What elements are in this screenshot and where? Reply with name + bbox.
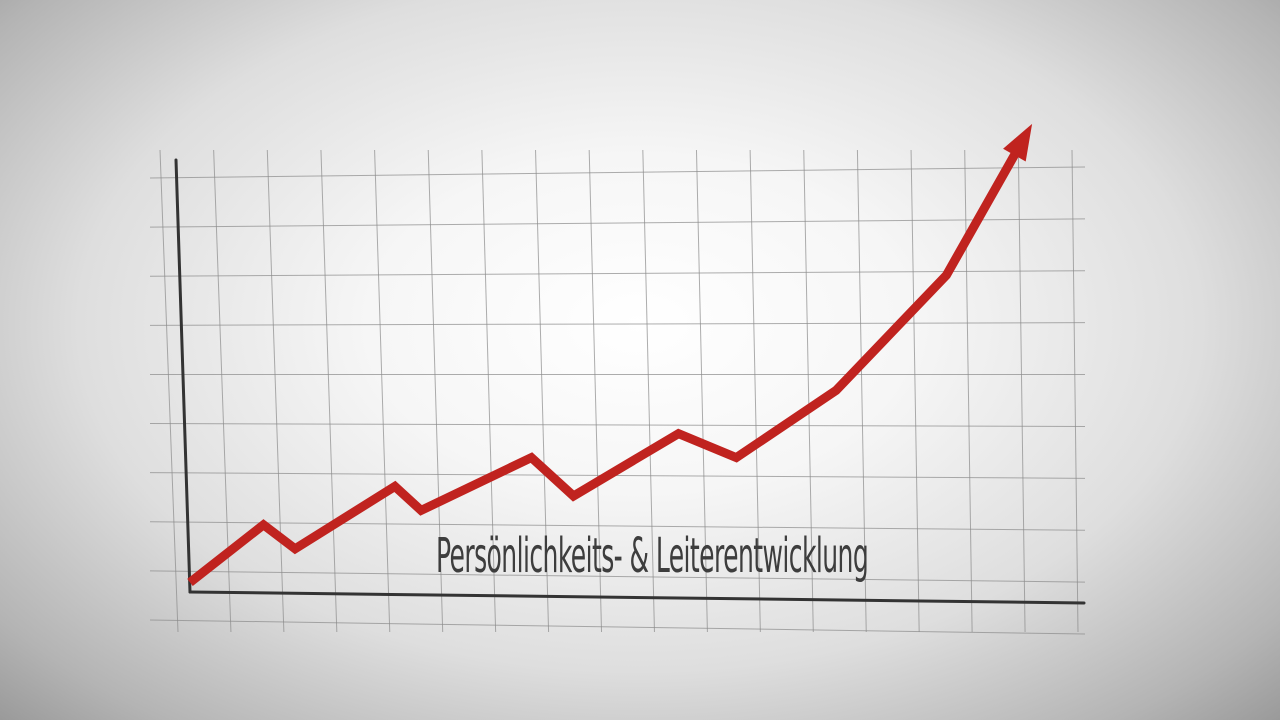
grid-line-v <box>427 149 444 633</box>
grid-line-v <box>1071 149 1079 633</box>
grid-line-h <box>149 423 1086 427</box>
y-axis <box>174 158 192 594</box>
grid-line-h <box>149 619 1086 635</box>
grid-line-h <box>149 166 1086 179</box>
data-series <box>187 123 1033 586</box>
axes <box>174 158 1086 605</box>
grid-line-h <box>149 521 1086 531</box>
growth-line <box>187 133 1030 586</box>
grid-line-h <box>149 270 1086 277</box>
grid-line-v <box>535 149 550 633</box>
grid-line-v <box>856 149 867 633</box>
grid-line-v <box>642 149 655 633</box>
grid-line-h <box>149 570 1086 583</box>
grid-line-v <box>320 149 338 633</box>
grid-line-v <box>588 149 603 633</box>
horizontal-grid-lines <box>149 166 1086 635</box>
grid-line-h <box>149 472 1086 479</box>
grid-line-h <box>149 218 1086 228</box>
grid-line-h <box>149 322 1086 326</box>
grid-line-v <box>910 149 920 633</box>
arrowhead-icon <box>1003 123 1033 162</box>
grid-line-v <box>159 149 179 633</box>
grid-line-v <box>803 149 814 633</box>
grid-line-v <box>964 149 973 633</box>
grid-line-v <box>749 149 761 633</box>
grid-line-v <box>1017 149 1026 633</box>
grid-line-v <box>266 149 285 633</box>
x-axis <box>188 590 1086 605</box>
grid-line-v <box>481 149 497 633</box>
grid-line-v <box>374 149 391 633</box>
vertical-grid-lines <box>159 149 1079 633</box>
grid-line-v <box>695 149 708 633</box>
chart-caption: Persönlichkeits- & Leiterentwicklung <box>436 528 869 584</box>
